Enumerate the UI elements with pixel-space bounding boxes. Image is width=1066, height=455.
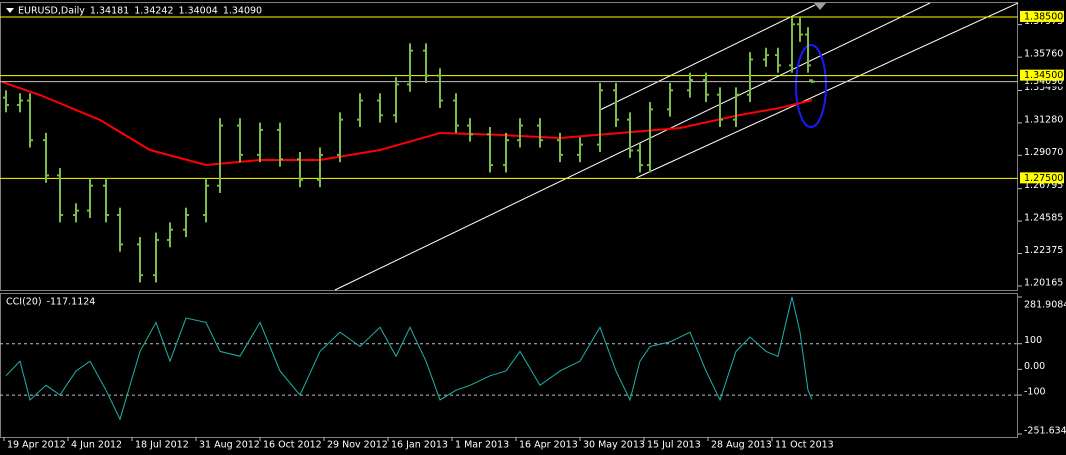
y-tick-label: 1.20165 xyxy=(1024,277,1063,288)
x-tick-label: 29 Nov 2012 xyxy=(327,440,388,451)
indicator-value: -117.1124 xyxy=(47,297,96,308)
y-tick-label: 1.31280 xyxy=(1024,114,1063,125)
x-tick-label: 18 Jul 2012 xyxy=(135,440,189,451)
level-label-box xyxy=(1020,69,1064,81)
level-label-box xyxy=(1020,172,1064,184)
quote-high: 1.34242 xyxy=(134,6,173,17)
cci-panel-frame xyxy=(0,293,1018,438)
chart-title: EURUSD,Daily xyxy=(18,6,85,17)
x-tick-label: 19 Apr 2012 xyxy=(7,440,66,451)
indicator-title: CCI(20) xyxy=(6,297,42,308)
quote-close: 1.34090 xyxy=(223,6,262,17)
x-tick-label: 16 Jan 2013 xyxy=(391,440,448,451)
level-label: 1.34500 xyxy=(1024,70,1063,81)
y-tick-label: 0.00 xyxy=(1024,361,1045,372)
menu-arrow xyxy=(6,8,14,13)
x-tick-label: 11 Oct 2013 xyxy=(775,440,834,451)
y-tick-label: -251.6349 xyxy=(1024,426,1066,437)
channel-upper-line xyxy=(599,4,816,111)
x-tick-label: 30 May 2013 xyxy=(583,440,645,451)
y-tick-label: 281.9084 xyxy=(1024,300,1066,311)
current-price-box xyxy=(1020,75,1064,87)
marker-triangle xyxy=(814,3,826,10)
level-label-box xyxy=(1020,10,1064,22)
main-panel-frame xyxy=(0,2,1018,291)
x-tick-label: 15 Jul 2013 xyxy=(647,440,701,451)
x-tick-label: 16 Apr 2013 xyxy=(519,440,578,451)
y-tick-label: 1.26795 xyxy=(1024,180,1063,191)
y-tick-label: 100 xyxy=(1024,335,1042,346)
x-tick-label: 31 Aug 2012 xyxy=(199,440,260,451)
highlight-ellipse xyxy=(795,44,827,128)
y-tick-label: 1.22375 xyxy=(1024,245,1063,256)
moving-average-line xyxy=(1,80,813,167)
y-tick-label: 1.24585 xyxy=(1024,213,1063,224)
x-tick-label: 28 Aug 2013 xyxy=(711,440,772,451)
x-tick-label: 1 Mar 2013 xyxy=(455,440,509,451)
current-price-label: 1.34090 xyxy=(1024,76,1063,87)
level-label: 1.38500 xyxy=(1024,11,1063,22)
cci-line xyxy=(5,296,813,421)
quote-low: 1.34004 xyxy=(179,6,218,17)
channel-lower-line xyxy=(635,2,1019,179)
y-tick-label: 1.29070 xyxy=(1024,147,1063,158)
y-tick-label: -100 xyxy=(1024,387,1046,398)
y-tick-label: 1.35760 xyxy=(1024,49,1063,60)
x-tick-label: 4 Jun 2012 xyxy=(71,440,122,451)
y-tick-label: 1.33490 xyxy=(1024,82,1063,93)
level-label: 1.27500 xyxy=(1024,173,1063,184)
x-tick-label: 16 Oct 2012 xyxy=(263,440,322,451)
quote-open: 1.34181 xyxy=(90,6,129,17)
trend-line xyxy=(334,2,931,291)
